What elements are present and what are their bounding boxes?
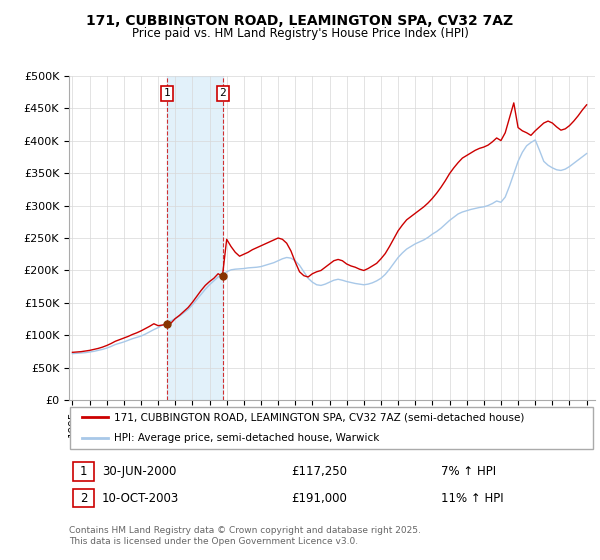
Text: 2: 2	[80, 492, 87, 505]
FancyBboxPatch shape	[73, 463, 94, 480]
Text: Contains HM Land Registry data © Crown copyright and database right 2025.
This d: Contains HM Land Registry data © Crown c…	[69, 526, 421, 546]
Text: £117,250: £117,250	[291, 465, 347, 478]
Text: 2: 2	[220, 88, 226, 99]
Text: 171, CUBBINGTON ROAD, LEAMINGTON SPA, CV32 7AZ (semi-detached house): 171, CUBBINGTON ROAD, LEAMINGTON SPA, CV…	[114, 412, 524, 422]
Text: 30-JUN-2000: 30-JUN-2000	[102, 465, 176, 478]
Text: Price paid vs. HM Land Registry's House Price Index (HPI): Price paid vs. HM Land Registry's House …	[131, 27, 469, 40]
FancyBboxPatch shape	[73, 489, 94, 507]
FancyBboxPatch shape	[70, 407, 593, 449]
Text: 1: 1	[80, 465, 87, 478]
Text: HPI: Average price, semi-detached house, Warwick: HPI: Average price, semi-detached house,…	[114, 433, 379, 444]
Bar	[167, 76, 223, 400]
Text: 7% ↑ HPI: 7% ↑ HPI	[441, 465, 496, 478]
Text: 11% ↑ HPI: 11% ↑ HPI	[441, 492, 503, 505]
Text: 10-OCT-2003: 10-OCT-2003	[102, 492, 179, 505]
Text: 171, CUBBINGTON ROAD, LEAMINGTON SPA, CV32 7AZ: 171, CUBBINGTON ROAD, LEAMINGTON SPA, CV…	[86, 14, 514, 28]
Text: £191,000: £191,000	[291, 492, 347, 505]
Text: 1: 1	[163, 88, 170, 99]
